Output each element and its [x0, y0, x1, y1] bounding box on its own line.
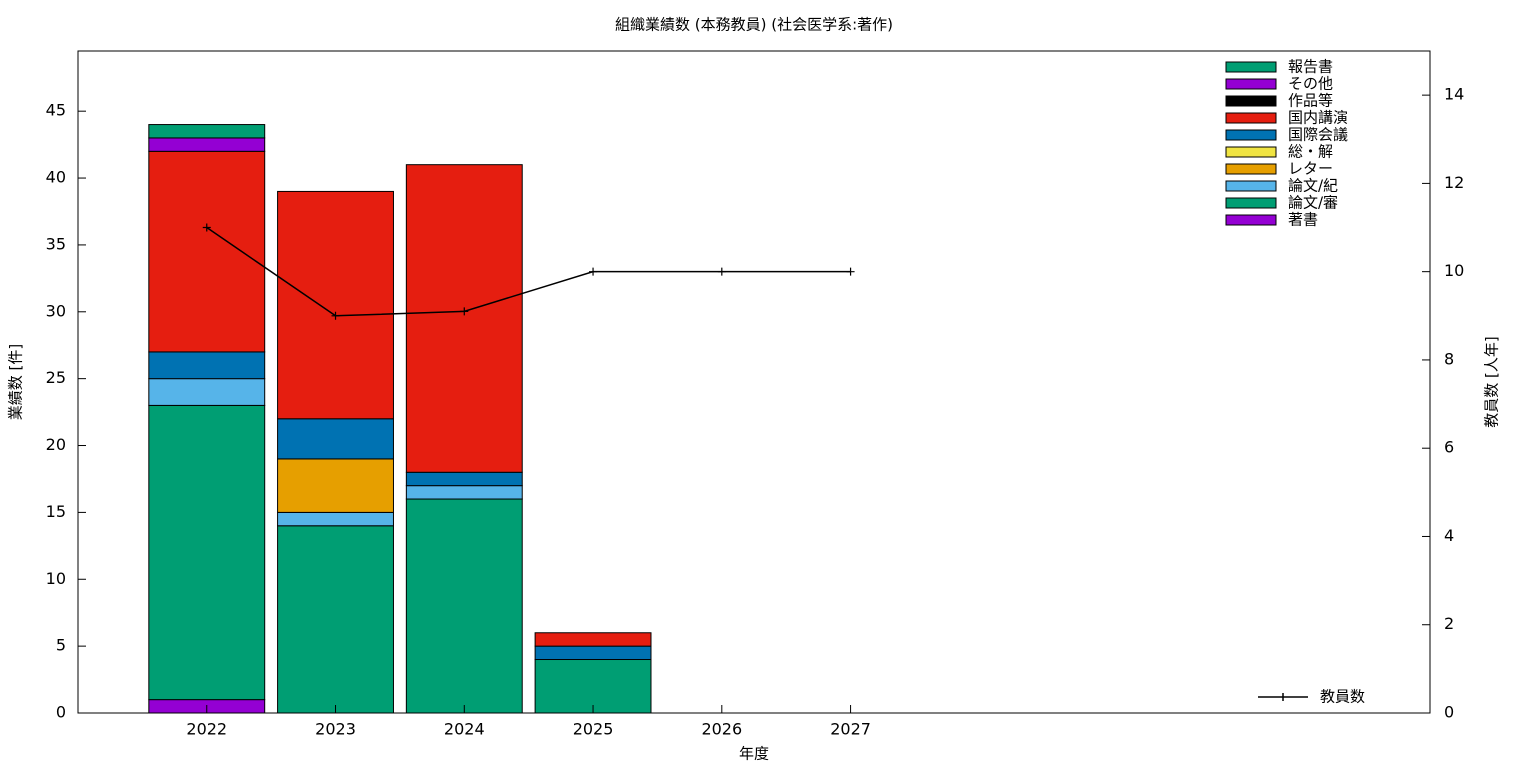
y2-tick-label: 10	[1444, 261, 1464, 280]
bar	[534, 645, 652, 661]
x-tick-label: 2023	[315, 720, 356, 739]
legend-swatch	[1225, 112, 1277, 124]
bar	[148, 124, 266, 139]
x-axis-label: 年度	[739, 745, 769, 763]
bar	[405, 471, 523, 487]
legend-label: 論文/紀	[1288, 177, 1338, 195]
line-marker	[589, 267, 598, 276]
bar	[277, 458, 394, 513]
legend-swatch	[1225, 95, 1277, 107]
y-tick-label: 35	[46, 234, 66, 253]
y-tick-label: 40	[46, 168, 66, 187]
legend-swatch	[1225, 146, 1277, 158]
y2-tick-label: 8	[1444, 349, 1454, 368]
bar	[277, 190, 394, 420]
y2-tick-label: 4	[1444, 526, 1454, 545]
x-tick-label: 2024	[444, 720, 485, 739]
y-tick-label: 15	[46, 502, 66, 521]
bar	[534, 659, 652, 714]
legend-label: その他	[1288, 75, 1333, 93]
bar	[277, 418, 394, 460]
legend-label: 総・解	[1288, 143, 1333, 161]
y-axis-label: 業績数 [件]	[7, 344, 25, 420]
legend-swatch	[1225, 197, 1277, 209]
legend-swatch	[1225, 78, 1277, 90]
y-tick-label: 25	[46, 368, 66, 387]
y2-tick-label: 14	[1444, 85, 1464, 104]
line-marker	[846, 267, 855, 276]
legend-swatch	[1225, 163, 1277, 175]
line-marker	[717, 267, 726, 276]
y-tick-label: 45	[46, 101, 66, 120]
legend-swatch	[1225, 214, 1277, 226]
y-tick-label: 30	[46, 301, 66, 320]
bar	[148, 378, 266, 406]
legend-label: 作品等	[1288, 92, 1333, 110]
legend-label: 著書	[1288, 211, 1318, 229]
x-tick-label: 2022	[186, 720, 227, 739]
bar	[277, 525, 394, 714]
bar	[148, 137, 266, 152]
bar	[277, 511, 394, 527]
line-marker	[202, 223, 211, 232]
y2-tick-label: 12	[1444, 173, 1464, 192]
y-tick-label: 10	[46, 569, 66, 588]
chart-title: 組織業績数 (本務教員) (社会医学系:著作)	[615, 16, 893, 34]
legend-swatch	[1225, 180, 1277, 192]
x-tick-label: 2027	[830, 720, 871, 739]
legend-label: 報告書	[1288, 58, 1333, 76]
y2-tick-label: 6	[1444, 438, 1454, 457]
y2-tick-label: 2	[1444, 614, 1454, 633]
y2-tick-label: 0	[1444, 703, 1454, 722]
legend-swatch	[1225, 61, 1277, 73]
bar	[405, 498, 523, 714]
line-marker	[331, 311, 340, 320]
y-tick-label: 5	[56, 636, 66, 655]
bar	[148, 150, 266, 353]
legend-label: レター	[1288, 160, 1333, 178]
line-marker	[460, 307, 469, 316]
legend-label: 教員数	[1320, 688, 1365, 706]
legend-label: 国際会議	[1288, 126, 1348, 144]
bar	[534, 632, 652, 647]
y2-axis-label: 教員数 [人年]	[1483, 336, 1501, 427]
y-tick-label: 20	[46, 435, 66, 454]
legend-label: 論文/審	[1288, 194, 1338, 212]
bar	[405, 164, 523, 473]
plot-frame	[77, 50, 1431, 714]
legend-label: 国内講演	[1288, 109, 1348, 127]
bar	[148, 404, 266, 701]
y-tick-label: 0	[56, 703, 66, 722]
x-tick-label: 2025	[573, 720, 614, 739]
bar	[405, 485, 523, 500]
legend-swatch	[1225, 129, 1277, 141]
x-tick-label: 2026	[701, 720, 742, 739]
legend-line	[1258, 693, 1308, 701]
bar	[148, 351, 266, 380]
line	[206, 226, 851, 317]
